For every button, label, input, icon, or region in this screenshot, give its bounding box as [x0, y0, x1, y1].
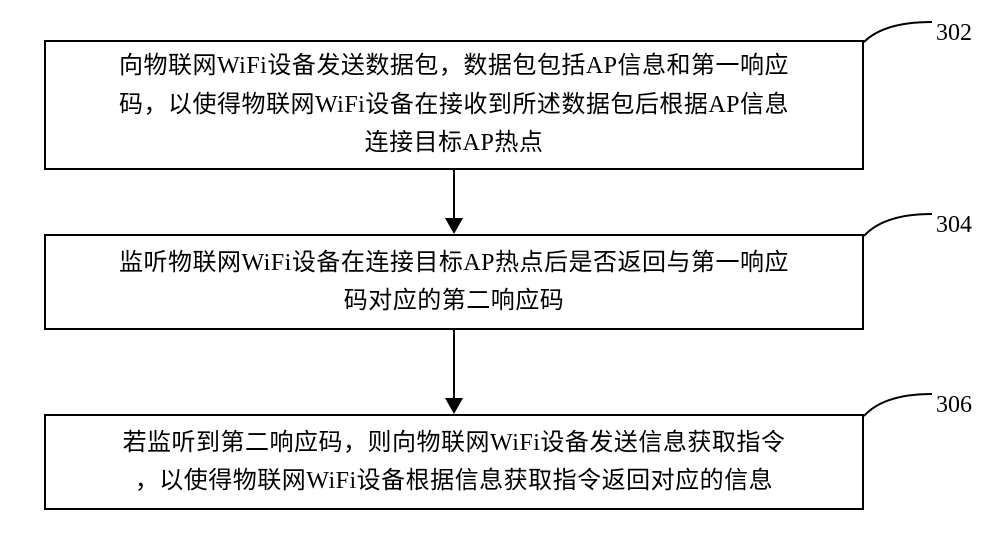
- leader-curve-302: [864, 18, 936, 62]
- flowchart-arrow-2-head: [445, 398, 463, 414]
- step-label-306: 306: [936, 392, 972, 419]
- flowchart-node-306-text: 若监听到第二响应码，则向物联网WiFi设备发送信息获取指令 ，以使得物联网WiF…: [123, 424, 786, 501]
- flowchart-node-304: 监听物联网WiFi设备在连接目标AP热点后是否返回与第一响应 码对应的第二响应码: [44, 234, 864, 330]
- leader-curve-304: [864, 210, 936, 254]
- step-label-302: 302: [936, 20, 972, 47]
- flowchart-arrow-1: [453, 170, 455, 218]
- flowchart-canvas: 向物联网WiFi设备发送数据包，数据包包括AP信息和第一响应 码，以使得物联网W…: [0, 0, 1000, 558]
- flowchart-node-302-text: 向物联网WiFi设备发送数据包，数据包包括AP信息和第一响应 码，以使得物联网W…: [119, 47, 789, 162]
- flowchart-node-302: 向物联网WiFi设备发送数据包，数据包包括AP信息和第一响应 码，以使得物联网W…: [44, 40, 864, 170]
- flowchart-arrow-1-head: [445, 218, 463, 234]
- leader-curve-306: [864, 390, 936, 434]
- flowchart-node-306: 若监听到第二响应码，则向物联网WiFi设备发送信息获取指令 ，以使得物联网WiF…: [44, 414, 864, 510]
- step-label-304: 304: [936, 212, 972, 239]
- flowchart-node-304-text: 监听物联网WiFi设备在连接目标AP热点后是否返回与第一响应 码对应的第二响应码: [119, 244, 789, 321]
- flowchart-arrow-2: [453, 330, 455, 398]
